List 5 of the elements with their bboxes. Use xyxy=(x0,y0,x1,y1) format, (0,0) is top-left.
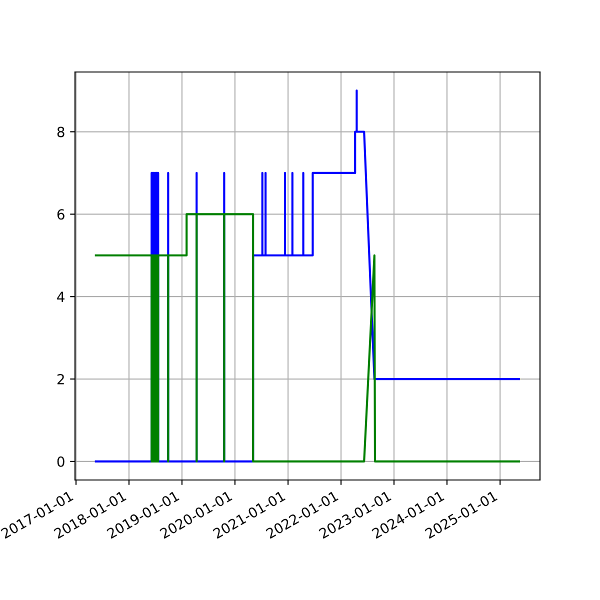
y-tick-label: 0 xyxy=(57,456,64,467)
y-tick-label: 8 xyxy=(57,126,64,138)
y-tick-label: 6 xyxy=(57,209,64,220)
y-tick-label: 4 xyxy=(57,292,64,302)
y-tick-label: 2 xyxy=(57,374,64,384)
